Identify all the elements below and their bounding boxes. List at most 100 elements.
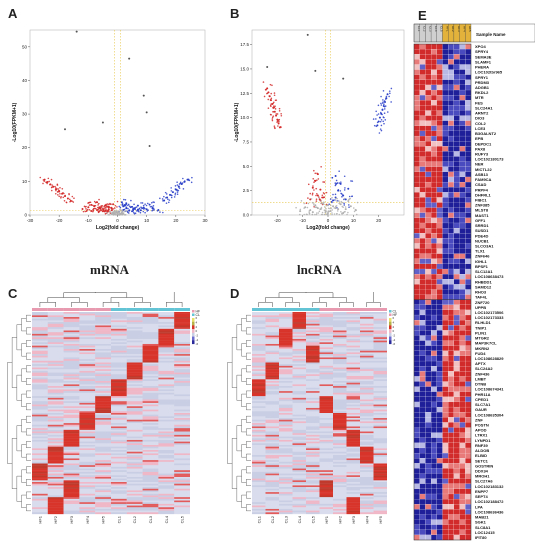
point-up <box>186 178 189 181</box>
heatmap-cell <box>419 248 426 254</box>
heatmap-cell <box>431 166 437 173</box>
heatmap-cell <box>292 343 306 346</box>
heatmap-cell <box>465 463 472 469</box>
heatmap-cell <box>442 95 449 101</box>
point-up <box>176 191 179 193</box>
heatmap-cell <box>95 362 111 365</box>
heatmap-cell <box>265 460 279 462</box>
heatmap-cell <box>436 529 443 536</box>
point-ns <box>347 200 349 202</box>
heatmap-cell <box>306 423 320 425</box>
heatmap-cell <box>265 325 279 328</box>
heatmap-cell <box>158 315 175 318</box>
heatmap-cell <box>32 409 48 412</box>
heatmap-cell <box>413 248 420 254</box>
heatmap-cell <box>431 54 437 60</box>
heatmap-cell <box>373 414 387 417</box>
heatmap-cell <box>63 421 80 424</box>
heatmap-cell <box>333 500 347 503</box>
heatmap-cell <box>126 446 143 449</box>
row-dendrogram-branch <box>246 504 251 512</box>
heatmap-cell <box>126 399 143 402</box>
heatmap-cell <box>333 379 347 382</box>
heatmap-cell <box>32 347 48 350</box>
row-dendrogram-branch <box>246 428 251 436</box>
heatmap-cell <box>306 352 320 355</box>
heatmap-cell <box>126 495 143 498</box>
heatmap-cell <box>465 146 472 152</box>
heatmap-cell <box>252 318 266 321</box>
heatmap-cell <box>79 451 96 454</box>
panel-letter-b: B <box>230 6 240 21</box>
heatmap-cell <box>373 317 387 319</box>
heatmap-cell <box>252 337 266 340</box>
heatmap-cell <box>79 312 96 314</box>
heatmap-cell <box>111 450 127 452</box>
heatmap-cell <box>436 110 443 116</box>
point-up <box>159 211 161 213</box>
heatmap-cell <box>292 463 306 466</box>
heatmap-cell <box>431 396 437 403</box>
heatmap-cell <box>252 407 266 410</box>
point-up <box>176 181 178 183</box>
color-scale-label: 4 <box>393 321 395 325</box>
point-down <box>57 188 59 190</box>
row-dendrogram-branch <box>26 390 31 398</box>
heatmap-cell <box>63 498 80 501</box>
heatmap-cell <box>252 470 266 473</box>
heatmap-cell <box>265 441 279 444</box>
heatmap-cell <box>465 504 472 510</box>
heatmap-cell <box>453 427 460 433</box>
heatmap-cell <box>265 458 279 461</box>
heatmap-cell <box>459 268 466 275</box>
heatmap-cell <box>419 207 426 213</box>
column-dendrogram-branch <box>258 302 273 307</box>
heatmap-cell <box>419 376 426 382</box>
point-up <box>125 203 127 206</box>
point-ns <box>295 206 297 209</box>
heatmap-cell <box>126 411 143 414</box>
heatmap-cell <box>63 503 80 506</box>
row-dendrogram-branch <box>26 491 31 499</box>
heatmap-cell <box>47 424 64 427</box>
heatmap-cell <box>279 503 293 506</box>
heatmap-cell <box>448 268 454 275</box>
heatmap-cell <box>279 350 293 353</box>
heatmap-cell <box>174 335 190 338</box>
heatmap-cell <box>333 354 347 356</box>
heatmap-cell <box>425 64 432 70</box>
heatmap-cell <box>360 485 374 488</box>
heatmap-cell <box>279 456 293 459</box>
heatmap-cell <box>346 337 360 340</box>
heatmap-cell <box>306 487 320 489</box>
heatmap-cell <box>465 289 472 295</box>
heatmap-cell <box>47 407 64 410</box>
heatmap-cell <box>419 478 426 484</box>
heatmap-cell <box>431 202 437 208</box>
heatmap-cell <box>142 391 159 393</box>
heatmap-cell <box>333 487 347 489</box>
heatmap-cell <box>459 176 466 183</box>
heatmap-cell <box>413 366 420 372</box>
heatmap-cell <box>252 333 266 336</box>
heatmap-cell <box>79 507 96 510</box>
heatmap-cell <box>319 365 333 368</box>
heatmap-cell <box>413 437 420 444</box>
heatmap-cell <box>442 488 449 495</box>
heatmap-cell <box>32 493 48 496</box>
heatmap-cell <box>436 258 443 265</box>
heatmap-cell <box>319 478 333 481</box>
heatmap-cell <box>453 263 460 270</box>
point-down <box>315 200 318 202</box>
heatmap-cell <box>79 478 96 481</box>
heatmap-cell <box>111 431 127 434</box>
point-down <box>47 177 50 180</box>
heatmap-cell <box>265 406 279 409</box>
point-up <box>375 118 377 120</box>
heatmap-cell <box>319 507 333 510</box>
gene-label: LOC102173506 <box>475 310 504 315</box>
heatmap-cell <box>32 439 48 442</box>
heatmap-cell <box>442 115 449 121</box>
heatmap-cell <box>126 463 143 466</box>
heatmap-cell <box>95 500 111 503</box>
